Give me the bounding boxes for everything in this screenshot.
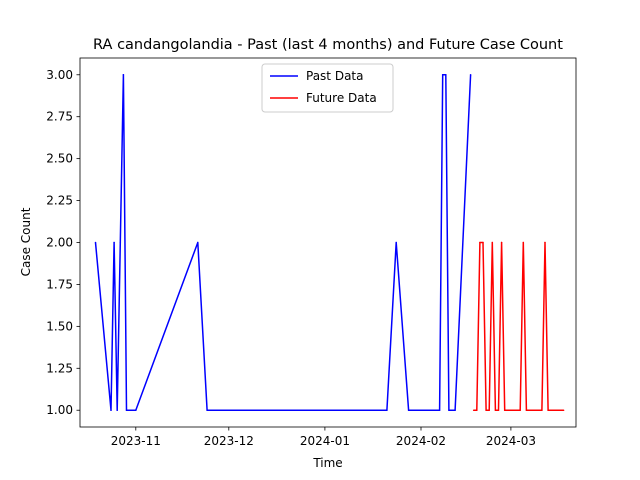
series-2-point-5 [485, 409, 487, 411]
series-2-point-12 [519, 409, 521, 411]
series-2-point-7 [491, 241, 494, 244]
y-tick-label-7: 2.50 [46, 152, 73, 166]
series-1-point-1 [94, 241, 97, 244]
series-1-point-6 [122, 74, 125, 76]
series-1-point-17 [448, 409, 450, 411]
plot-area: 2023-11 2023-12 2024-01 2024-02 2024-03 1.00 1… [46, 57, 577, 448]
x-axis-label: Time [312, 456, 342, 470]
y-tick-label-3: 1.50 [46, 319, 73, 333]
series-2-point-4 [482, 241, 484, 244]
series-1-point-4 [116, 409, 118, 411]
series-2-point-14 [525, 409, 528, 411]
y-axis-label: Case Count [19, 207, 33, 276]
x-tick-label-1: 2023-11 [111, 434, 161, 448]
series-2-point-11 [503, 409, 506, 411]
y-tick-label-8: 2.75 [46, 110, 73, 124]
series-1-point-2 [110, 409, 112, 411]
series-2-point-10 [500, 241, 503, 244]
series-2-point-6 [488, 409, 490, 411]
series-1-point-8 [135, 409, 137, 411]
series-2-point-8 [494, 409, 497, 411]
x-tick-label-4: 2024-02 [396, 434, 446, 448]
x-tick-label-2: 2023-12 [204, 434, 254, 448]
y-tick-label-9: 3.00 [46, 68, 73, 82]
legend-label-1: Past Data [306, 69, 363, 83]
x-tick-label-3: 2024-01 [300, 434, 350, 448]
y-tick-label-6: 2.25 [46, 194, 73, 208]
y-tick-label-2: 1.25 [46, 361, 73, 375]
series-1-point-11 [386, 409, 388, 411]
y-tick-label-4: 1.75 [46, 277, 73, 291]
series-2-point-15 [541, 409, 543, 411]
series-1-point-5 [119, 241, 122, 244]
series-2-point-18 [562, 409, 565, 411]
series-1-point-15 [441, 74, 444, 76]
series-1-point-9 [197, 241, 199, 244]
series-1-point-7 [125, 409, 128, 411]
series-2-point-2 [476, 409, 478, 411]
chart-title: RA candangolandia - Past (last 4 months)… [93, 37, 563, 53]
series-1-point-19 [469, 74, 472, 76]
series-1-point-10 [206, 409, 208, 411]
series-1-point-14 [438, 409, 441, 411]
series-2-point-16 [544, 241, 546, 244]
y-tick-label-5: 2.00 [46, 236, 73, 250]
series-2-point-9 [497, 409, 500, 411]
x-tick-label-5: 2024-03 [486, 434, 536, 448]
series-1-point-16 [445, 74, 447, 76]
series-1-point-3 [113, 241, 115, 244]
y-tick-label-1: 1.00 [46, 403, 73, 417]
series-2-point-13 [522, 241, 525, 244]
series-1-point-12 [395, 241, 397, 244]
series-2-point-3 [479, 241, 481, 244]
series-2-point-17 [547, 409, 549, 411]
series-2-point-1 [472, 409, 475, 411]
series-1-point-18 [454, 409, 456, 411]
legend: Past Data Future Data [261, 63, 394, 113]
series-1-point-13 [407, 409, 410, 411]
legend-label-2: Future Data [306, 91, 377, 105]
